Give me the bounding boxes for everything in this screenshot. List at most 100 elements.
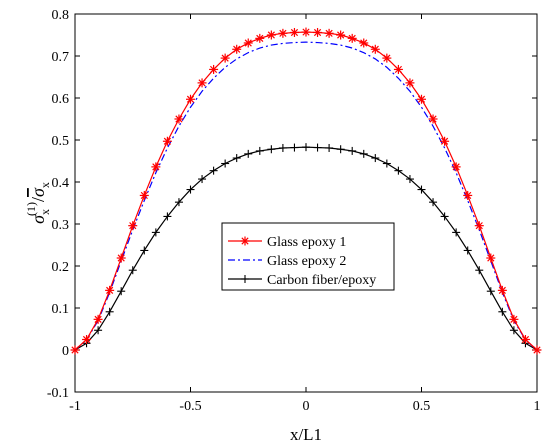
- svg-text:σx(1)/σx: σx(1)/σx: [24, 182, 52, 224]
- data-point: [370, 44, 380, 54]
- data-point: [532, 345, 542, 355]
- data-point: [486, 253, 496, 263]
- y-label-sigma: σ: [28, 214, 48, 224]
- data-point: [451, 162, 461, 172]
- data-point: [301, 27, 311, 37]
- y-tick-label: 0.8: [52, 8, 70, 23]
- legend: Glass epoxy 1 Glass epoxy 2 Carbon fiber/e…: [221, 222, 395, 291]
- data-point: [302, 143, 310, 152]
- x-tick-labels: -1 -0.5 0 0.5 1: [69, 399, 540, 414]
- data-point: [313, 27, 323, 37]
- data-point: [405, 175, 414, 184]
- data-point: [105, 285, 115, 295]
- data-point: [371, 154, 380, 163]
- data-point: [232, 44, 242, 54]
- data-point: [498, 307, 507, 316]
- legend-entry-1: Glass epoxy 1: [228, 235, 346, 250]
- data-point: [93, 314, 103, 324]
- x-tick-label: 0.5: [413, 399, 431, 414]
- data-point: [497, 285, 507, 295]
- data-point: [151, 228, 160, 237]
- data-point: [105, 307, 114, 316]
- data-point: [139, 190, 149, 200]
- y-tick-label: 0.6: [52, 92, 70, 107]
- x-tick-label: -0.5: [179, 399, 201, 414]
- data-point: [313, 143, 322, 152]
- y-tick-label: 0.1: [52, 302, 70, 317]
- data-point: [162, 136, 172, 146]
- data-point: [359, 38, 369, 48]
- y-axis-label: σx(1)/σx: [24, 182, 52, 224]
- series-3: [71, 143, 541, 354]
- data-point: [244, 149, 253, 158]
- data-point: [474, 221, 484, 231]
- x-tick-label: 0: [303, 399, 310, 414]
- data-point: [347, 33, 357, 43]
- x-tick-label: -1: [69, 399, 81, 414]
- data-point: [116, 253, 126, 263]
- y-label-sub: x: [38, 209, 52, 215]
- y-label-den-sub: x: [38, 182, 52, 188]
- data-point: [197, 78, 207, 88]
- y-tick-label: -0.1: [47, 386, 69, 401]
- legend-entry-2: Glass epoxy 2: [228, 254, 346, 269]
- data-point: [325, 143, 334, 152]
- data-point: [429, 198, 438, 207]
- y-tick-label: 0.2: [52, 260, 70, 275]
- data-point: [440, 136, 450, 146]
- y-tick-label: 0: [62, 344, 69, 359]
- data-point: [220, 53, 230, 63]
- series-layer: [70, 27, 542, 355]
- data-point: [509, 326, 518, 335]
- data-point: [440, 212, 449, 221]
- data-point: [405, 78, 415, 88]
- data-point: [336, 30, 346, 40]
- data-point: [151, 162, 161, 172]
- y-tick-label: 0.3: [52, 218, 70, 233]
- data-point: [509, 314, 519, 324]
- data-point: [140, 246, 149, 255]
- data-point: [255, 33, 265, 43]
- data-point: [417, 185, 426, 194]
- data-point: [266, 30, 276, 40]
- data-point: [428, 114, 438, 124]
- y-label-den-sigma: σ: [28, 187, 48, 197]
- data-point: [417, 94, 426, 104]
- data-point: [520, 335, 530, 344]
- data-point: [452, 228, 461, 237]
- data-point: [209, 166, 218, 175]
- x-axis-label: x/L1: [290, 425, 322, 444]
- data-point: [128, 266, 137, 275]
- data-point: [382, 159, 391, 168]
- data-point: [94, 326, 103, 335]
- data-point: [163, 212, 172, 221]
- legend-marker: [241, 275, 249, 283]
- data-point: [289, 27, 299, 37]
- data-point: [324, 28, 334, 38]
- data-point: [475, 266, 484, 275]
- data-point: [174, 114, 184, 124]
- data-point: [393, 64, 403, 74]
- data-point: [359, 149, 368, 158]
- series-line: [74, 41, 538, 351]
- data-point: [128, 221, 138, 231]
- data-point: [278, 143, 287, 152]
- legend-entry-3: Carbon fiber/epoxy: [228, 273, 376, 288]
- data-point: [117, 287, 126, 296]
- data-point: [186, 185, 195, 194]
- data-point: [174, 198, 183, 207]
- x-tick-label: 1: [534, 399, 541, 414]
- data-point: [290, 143, 299, 152]
- data-point: [394, 166, 403, 175]
- series-2: [74, 41, 538, 351]
- data-point: [82, 335, 92, 344]
- data-point: [198, 175, 207, 184]
- y-tick-label: 0.5: [52, 134, 70, 149]
- legend-marker: [240, 236, 250, 246]
- data-point: [255, 146, 264, 155]
- series-1: [70, 27, 542, 355]
- data-point: [267, 145, 276, 154]
- data-point: [221, 159, 230, 168]
- data-point: [348, 146, 357, 155]
